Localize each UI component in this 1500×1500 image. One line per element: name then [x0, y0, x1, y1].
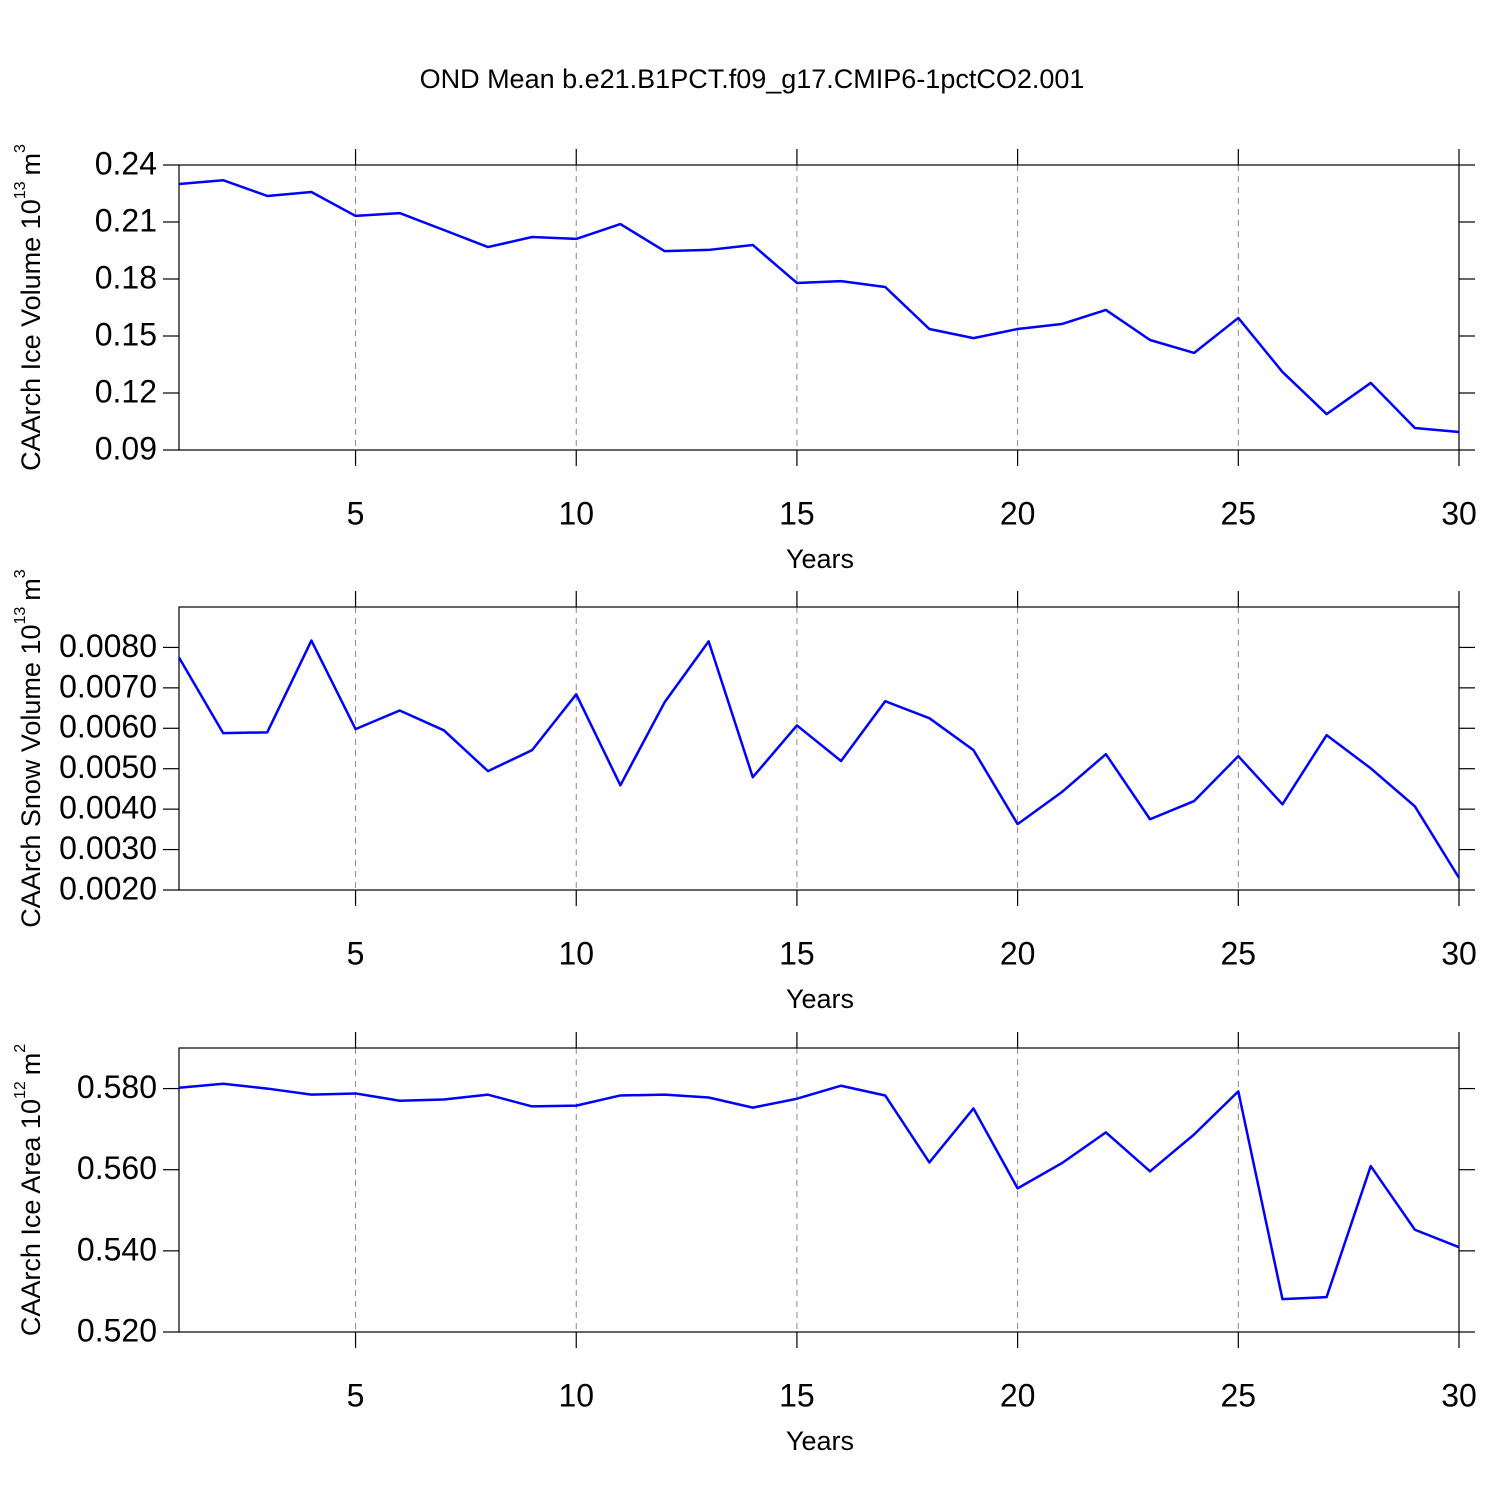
x-axis-title: Years: [786, 1426, 854, 1456]
y-axis-title: CAArch Ice Area 1012 m2: [12, 1044, 46, 1336]
y-tick-label: 0.520: [77, 1312, 157, 1348]
y-tick-label: 0.24: [95, 145, 157, 181]
x-axis-title: Years: [786, 984, 854, 1014]
x-tick-label: 10: [558, 1377, 594, 1413]
x-tick-label: 20: [1000, 935, 1036, 971]
x-tick-label: 30: [1441, 1377, 1477, 1413]
x-tick-label: 30: [1441, 495, 1477, 531]
y-axis-title-unit: m: [16, 153, 46, 176]
y-axis-title-exp: 12: [12, 1081, 29, 1099]
x-tick-label: 10: [558, 935, 594, 971]
y-tick-label: 0.09: [95, 430, 157, 466]
y-tick-label: 0.15: [95, 316, 157, 352]
y-axis-title-text: CAArch Ice Volume 10: [16, 199, 46, 471]
y-axis-title-text: CAArch Snow Volume 10: [16, 625, 46, 928]
y-axis-title-exp: 13: [12, 181, 29, 199]
x-tick-label: 25: [1221, 1377, 1257, 1413]
y-tick-label: 0.0050: [59, 749, 157, 785]
y-tick-label: 0.18: [95, 259, 157, 295]
y-axis-title-text: CAArch Ice Area 10: [16, 1099, 46, 1336]
plot-frame: [178, 164, 1460, 451]
y-axis-title-unit-exp: 3: [12, 569, 29, 578]
y-axis-title-unit: m: [16, 1053, 46, 1076]
y-axis-title-unit-exp: 3: [12, 144, 29, 153]
y-tick-label: 0.0080: [59, 628, 157, 664]
y-tick-label: 0.0070: [59, 668, 157, 704]
y-tick-label: 0.580: [77, 1069, 157, 1105]
x-tick-label: 25: [1221, 935, 1257, 971]
y-tick-label: 0.12: [95, 373, 157, 409]
y-axis-title-exp: 13: [12, 607, 29, 625]
y-tick-label: 0.21: [95, 202, 157, 238]
x-tick-label: 5: [347, 495, 365, 531]
y-tick-label: 0.0040: [59, 790, 157, 826]
y-axis-title-unit-exp: 2: [12, 1044, 29, 1053]
x-axis-title: Years: [786, 544, 854, 574]
y-tick-label: 0.0030: [59, 830, 157, 866]
y-tick-label: 0.0060: [59, 709, 157, 745]
y-axis-title: CAArch Ice Volume 1013 m3: [12, 144, 46, 471]
x-tick-label: 15: [779, 1377, 815, 1413]
y-axis-title: CAArch Snow Volume 1013 m3: [12, 569, 46, 927]
x-tick-label: 30: [1441, 935, 1477, 971]
y-axis-title-unit: m: [16, 578, 46, 601]
plot-frame: [178, 1047, 1460, 1333]
x-tick-label: 25: [1221, 495, 1257, 531]
data-line: [178, 178, 1460, 434]
figure-title: OND Mean b.e21.B1PCT.f09_g17.CMIP6-1pctC…: [420, 64, 1085, 94]
y-tick-label: 0.540: [77, 1231, 157, 1267]
x-tick-label: 15: [779, 935, 815, 971]
data-line: [177, 639, 1461, 879]
x-tick-label: 10: [558, 495, 594, 531]
plot-frame: [178, 606, 1460, 891]
y-tick-label: 0.560: [77, 1150, 157, 1186]
x-tick-label: 20: [1000, 1377, 1036, 1413]
x-tick-label: 15: [779, 495, 815, 531]
data-line: [178, 1082, 1460, 1301]
y-tick-label: 0.0020: [59, 870, 157, 906]
x-tick-label: 5: [347, 1377, 365, 1413]
x-tick-label: 20: [1000, 495, 1036, 531]
x-tick-label: 5: [347, 935, 365, 971]
